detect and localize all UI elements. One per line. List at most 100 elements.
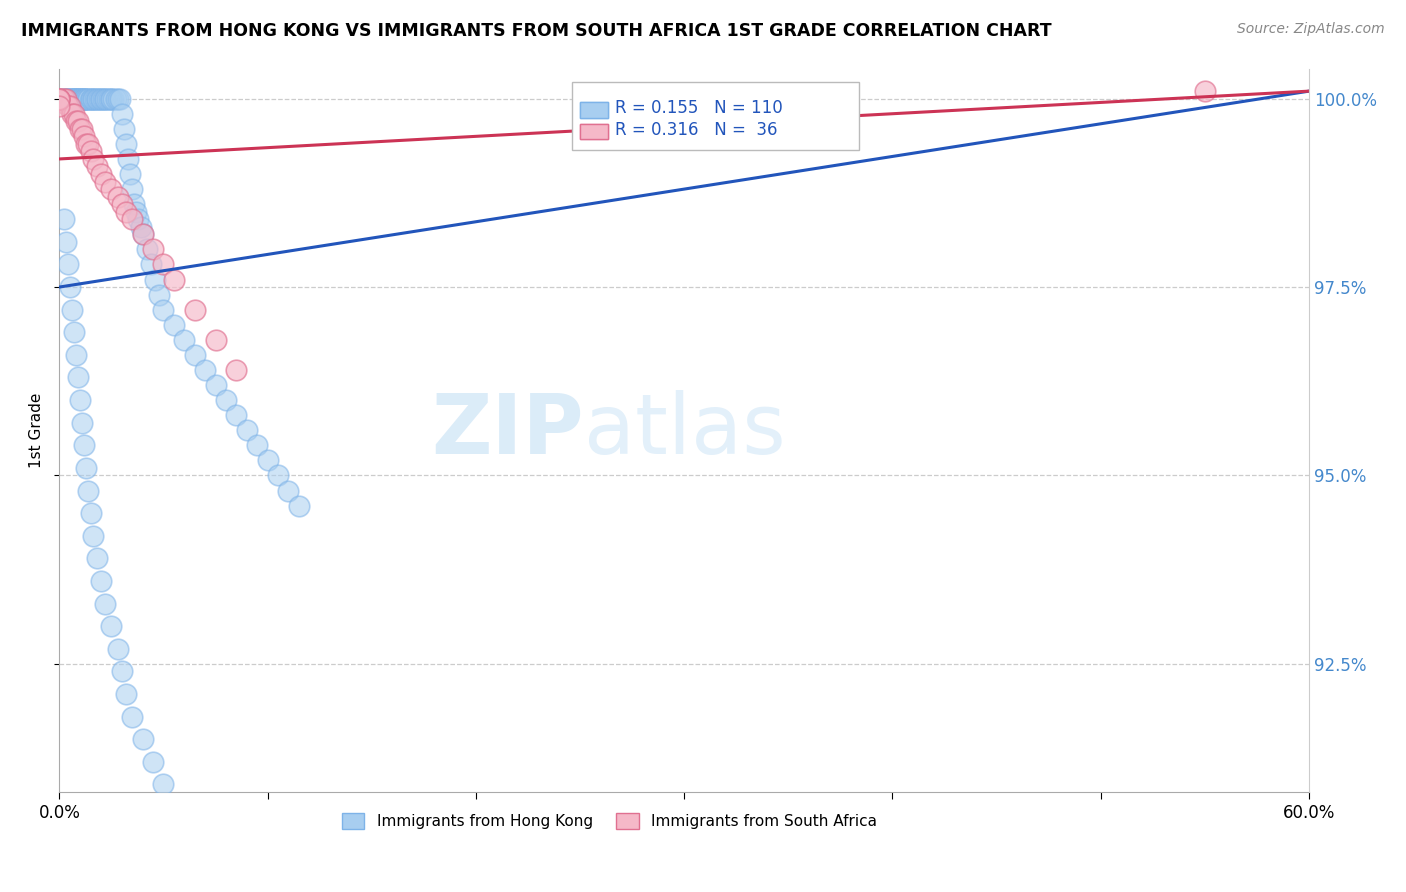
Point (98, 92, 121, 106)
Point (96, 92, 118, 106)
Point (73, 129, 96, 144)
Point (48, 92, 70, 106)
Point (63, 92, 86, 106)
Point (142, 243, 165, 257)
Point (63, 92, 86, 106)
Point (183, 302, 205, 317)
Point (52, 212, 75, 227)
Point (55, 92, 77, 106)
Point (115, 204, 138, 219)
Point (90, 167, 112, 181)
Point (215, 393, 238, 408)
Point (173, 333, 195, 347)
Point (67, 114, 90, 128)
Point (73, 92, 96, 106)
Point (121, 182, 143, 196)
Point (48, 92, 70, 106)
Point (1194, 84, 1216, 98)
Point (65, 92, 87, 106)
Point (121, 709, 143, 723)
Point (48, 92, 70, 106)
Text: R = 0.155   N = 110: R = 0.155 N = 110 (616, 99, 783, 118)
Point (117, 152, 139, 166)
Point (51, 92, 73, 106)
Point (86, 92, 108, 106)
Point (225, 807, 247, 822)
Point (86, 160, 108, 174)
Legend: Immigrants from Hong Kong, Immigrants from South Africa: Immigrants from Hong Kong, Immigrants fr… (336, 806, 883, 835)
Text: ZIP: ZIP (432, 390, 585, 471)
Point (56, 257, 79, 271)
Point (56, 92, 79, 106)
Point (59, 280, 82, 294)
Point (65, 348, 87, 362)
Point (55, 92, 77, 106)
Point (65, 114, 87, 128)
Point (152, 302, 174, 317)
Point (204, 807, 226, 822)
Point (79, 145, 101, 159)
Point (112, 121, 135, 136)
Point (90, 92, 112, 106)
Point (73, 438, 96, 452)
Point (107, 189, 129, 203)
Point (83, 92, 105, 106)
Point (70, 92, 93, 106)
Point (60, 92, 83, 106)
FancyBboxPatch shape (572, 81, 859, 150)
Point (73, 92, 96, 106)
Text: IMMIGRANTS FROM HONG KONG VS IMMIGRANTS FROM SOUTH AFRICA 1ST GRADE CORRELATION : IMMIGRANTS FROM HONG KONG VS IMMIGRANTS … (21, 22, 1052, 40)
Point (56, 92, 79, 106)
Point (120, 167, 142, 181)
Y-axis label: 1st Grade: 1st Grade (30, 392, 44, 468)
Point (111, 107, 134, 121)
Point (104, 92, 127, 106)
Point (90, 92, 112, 106)
Point (143, 272, 166, 286)
Point (52, 92, 75, 106)
Point (60, 107, 83, 121)
Point (103, 92, 125, 106)
Point (111, 665, 134, 679)
FancyBboxPatch shape (581, 123, 607, 139)
Point (59, 92, 82, 106)
Point (67, 370, 90, 384)
Point (183, 348, 205, 362)
Point (107, 92, 129, 106)
Point (111, 197, 134, 211)
Point (63, 326, 86, 340)
Point (115, 136, 138, 151)
Point (73, 92, 96, 106)
Point (87, 92, 110, 106)
Point (79, 92, 101, 106)
Point (288, 499, 311, 513)
Point (225, 363, 247, 377)
Point (79, 506, 101, 520)
Point (246, 438, 269, 452)
Point (67, 92, 90, 106)
Point (131, 732, 153, 747)
Point (94, 92, 117, 106)
Point (69, 92, 91, 106)
Point (51, 92, 73, 106)
Point (194, 363, 217, 377)
Point (131, 227, 153, 242)
Point (100, 92, 122, 106)
Point (69, 92, 91, 106)
Point (100, 92, 122, 106)
Point (63, 107, 86, 121)
Point (152, 257, 174, 271)
Point (135, 243, 157, 257)
Point (277, 483, 299, 498)
Point (55, 235, 77, 249)
Point (91, 92, 114, 106)
Point (148, 287, 170, 301)
Point (55, 92, 77, 106)
Point (183, 807, 205, 822)
Point (107, 641, 129, 656)
Text: Source: ZipAtlas.com: Source: ZipAtlas.com (1237, 22, 1385, 37)
Point (108, 92, 131, 106)
Point (82, 92, 104, 106)
Point (127, 212, 149, 227)
Point (60, 302, 83, 317)
